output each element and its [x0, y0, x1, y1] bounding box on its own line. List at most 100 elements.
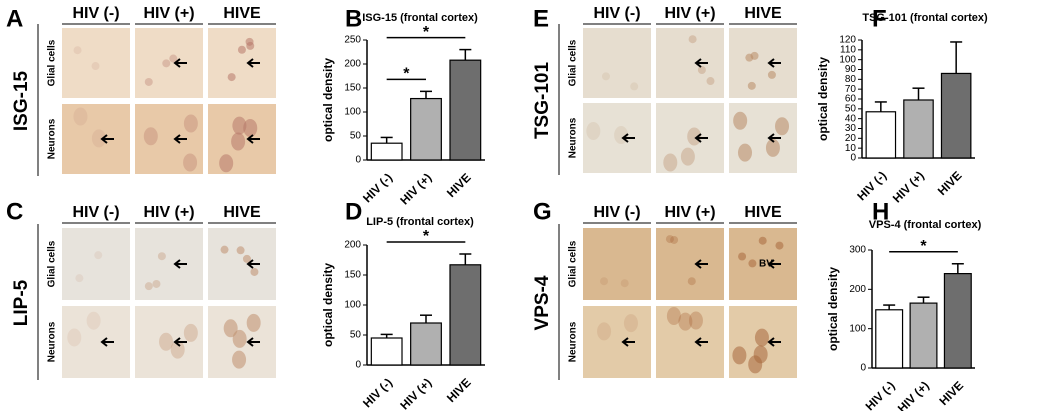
micrograph — [583, 28, 651, 98]
bar — [370, 142, 403, 161]
panel-letter: H — [872, 198, 889, 225]
inset-label: BV — [759, 259, 773, 270]
y-tick-label: 40 — [845, 113, 857, 124]
cell — [157, 252, 166, 261]
bar — [865, 111, 897, 159]
micrograph — [208, 228, 276, 300]
cell — [73, 46, 82, 55]
cell — [86, 311, 101, 330]
cell — [232, 116, 247, 135]
column-header: HIV (-) — [593, 5, 640, 22]
cell — [680, 147, 695, 166]
cell — [687, 127, 702, 146]
cell — [152, 279, 161, 288]
arrow — [173, 337, 187, 347]
cell — [623, 314, 638, 333]
y-axis-label: optical density — [321, 58, 335, 142]
bar — [909, 302, 938, 369]
bar — [370, 337, 403, 366]
cell — [144, 282, 153, 291]
row-label: Neurons — [47, 118, 58, 159]
y-tick-label: 20 — [845, 133, 857, 144]
micrograph — [729, 28, 797, 98]
significance-star: * — [423, 228, 430, 245]
arrow — [767, 58, 781, 68]
column-header: HIVE — [744, 204, 782, 221]
y-tick-label: 200 — [344, 59, 361, 70]
significance-star: * — [403, 66, 410, 83]
cell — [586, 121, 601, 140]
x-tick-label: HIVE — [936, 378, 966, 408]
cell — [670, 235, 679, 244]
row-label: Glial cells — [568, 39, 579, 86]
cell — [227, 73, 236, 82]
chart-title: TSG-101 (frontal cortex) — [862, 12, 988, 24]
y-tick-label: 50 — [350, 131, 362, 142]
arrow — [173, 58, 187, 68]
arrow — [694, 58, 708, 68]
cell — [732, 346, 747, 365]
cell — [600, 277, 609, 286]
cell — [237, 45, 246, 54]
y-tick-label: 120 — [839, 35, 856, 46]
cell — [67, 328, 82, 347]
y-axis-label: optical density — [321, 263, 335, 347]
column-header: HIV (-) — [72, 5, 119, 22]
arrow — [767, 259, 781, 269]
y-tick-label: 70 — [845, 84, 857, 95]
x-tick-label: HIVE — [444, 375, 474, 405]
cell — [765, 138, 780, 157]
bar — [903, 99, 934, 159]
cell — [754, 328, 769, 347]
micrograph — [656, 28, 724, 98]
bar — [875, 309, 904, 369]
arrow — [621, 337, 635, 347]
micrograph — [583, 228, 651, 300]
cell — [243, 119, 258, 138]
cell — [630, 82, 639, 91]
y-tick-label: 90 — [845, 64, 857, 75]
cell — [159, 332, 174, 351]
y-tick-label: 0 — [850, 153, 856, 164]
cell — [620, 279, 629, 288]
cell — [775, 117, 790, 136]
column-header: HIV (+) — [143, 5, 194, 22]
significance-star: * — [423, 24, 430, 41]
cell — [73, 107, 88, 126]
micrograph — [62, 28, 130, 98]
cell — [601, 72, 610, 81]
cell — [597, 322, 612, 341]
y-tick-label: 100 — [344, 107, 361, 118]
arrow — [100, 337, 114, 347]
micrograph — [62, 228, 130, 300]
arrow — [246, 134, 260, 144]
x-tick-label: HIV (+) — [890, 168, 927, 205]
row-label: Glial cells — [47, 39, 58, 86]
row-label: Neurons — [568, 321, 579, 362]
cell — [666, 307, 681, 326]
y-tick-label: 0 — [860, 363, 866, 374]
marker-label: VPS-4 — [532, 275, 553, 330]
x-tick-label: HIV (-) — [863, 378, 898, 411]
micrograph — [62, 104, 130, 174]
panel-letter: G — [533, 198, 552, 225]
cell — [767, 70, 776, 79]
x-tick-label: HIVE — [444, 170, 474, 200]
cell — [242, 254, 251, 263]
cell — [747, 81, 756, 90]
y-tick-label: 300 — [849, 245, 866, 256]
cell — [687, 277, 696, 286]
x-tick-label: HIV (+) — [397, 170, 434, 207]
marker-label: LIP-5 — [11, 279, 32, 326]
cell — [220, 245, 229, 254]
arrow — [621, 133, 635, 143]
y-tick-label: 80 — [845, 74, 857, 85]
arrow — [100, 134, 114, 144]
arrow — [694, 337, 708, 347]
cell — [219, 154, 234, 173]
x-tick-label: HIVE — [935, 168, 965, 198]
arrow — [767, 337, 781, 347]
cell — [232, 350, 247, 369]
cell — [665, 235, 674, 244]
